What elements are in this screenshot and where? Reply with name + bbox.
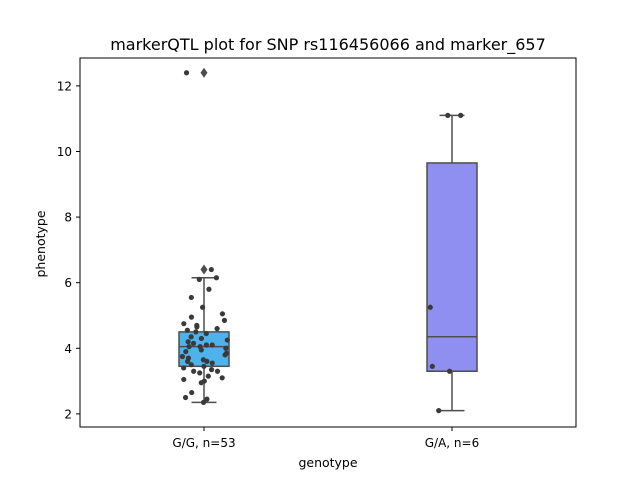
data-point <box>204 396 210 402</box>
data-point <box>203 330 209 337</box>
data-point <box>201 378 207 384</box>
data-point <box>213 275 220 281</box>
data-point <box>181 365 187 371</box>
data-point <box>188 334 194 340</box>
x-tick-label: G/G, n=53 <box>172 436 235 450</box>
data-point <box>219 311 226 317</box>
y-tick-label: 4 <box>64 342 72 356</box>
data-point <box>183 70 190 76</box>
data-point <box>436 408 442 414</box>
data-point <box>458 112 464 118</box>
data-point <box>179 353 186 360</box>
data-point <box>445 112 451 118</box>
data-point <box>209 360 215 366</box>
data-point <box>223 350 230 356</box>
data-point <box>201 363 207 369</box>
box-group <box>426 112 478 414</box>
y-tick-label: 6 <box>64 276 72 290</box>
data-point <box>219 375 225 381</box>
data-point <box>183 348 189 355</box>
data-point <box>196 276 202 282</box>
x-tick-label: G/A, n=6 <box>425 436 479 450</box>
outlier-marker <box>200 67 208 78</box>
y-tick-label: 10 <box>57 145 72 159</box>
data-point <box>206 286 212 292</box>
data-point <box>200 399 207 405</box>
y-tick-label: 12 <box>57 79 72 93</box>
data-point <box>429 363 435 369</box>
data-point <box>190 340 197 346</box>
data-point <box>182 394 189 401</box>
data-point <box>185 355 192 361</box>
plot-area <box>178 67 478 414</box>
data-point <box>205 373 211 379</box>
outlier-marker <box>200 264 208 275</box>
data-point <box>208 367 215 373</box>
data-point <box>188 294 194 301</box>
y-tick-label: 2 <box>64 407 72 421</box>
data-point <box>203 342 210 348</box>
data-point <box>188 314 195 320</box>
data-point <box>427 304 433 310</box>
data-point <box>193 329 199 335</box>
data-point <box>224 337 230 343</box>
data-point <box>209 342 215 348</box>
chart-title: markerQTL plot for SNP rs116456066 and m… <box>110 35 546 55</box>
data-point <box>189 389 195 396</box>
plot-frame <box>79 57 577 428</box>
y-axis-label: phenotype <box>33 210 48 277</box>
data-point <box>184 327 190 333</box>
data-point <box>197 344 203 350</box>
data-point <box>188 362 194 368</box>
data-point <box>200 357 206 363</box>
data-point <box>194 322 200 328</box>
data-point <box>185 339 191 345</box>
data-point <box>447 368 453 374</box>
data-point <box>186 344 192 350</box>
axes: 2 4 6 8 10 12 G/G, n=53 G/A, n=6 <box>57 57 577 450</box>
data-point <box>191 368 197 374</box>
iqr-box <box>426 162 478 372</box>
data-point <box>199 304 206 310</box>
y-tick-label: 8 <box>64 211 72 225</box>
data-point <box>221 317 228 323</box>
data-point <box>197 370 203 376</box>
data-point <box>181 321 187 327</box>
data-point <box>181 376 187 383</box>
data-point <box>214 326 220 332</box>
data-point <box>198 335 204 342</box>
data-point <box>214 368 221 374</box>
box-group <box>178 67 230 405</box>
data-point <box>208 266 214 273</box>
x-axis-label: genotype <box>298 455 357 470</box>
data-point <box>223 345 229 351</box>
